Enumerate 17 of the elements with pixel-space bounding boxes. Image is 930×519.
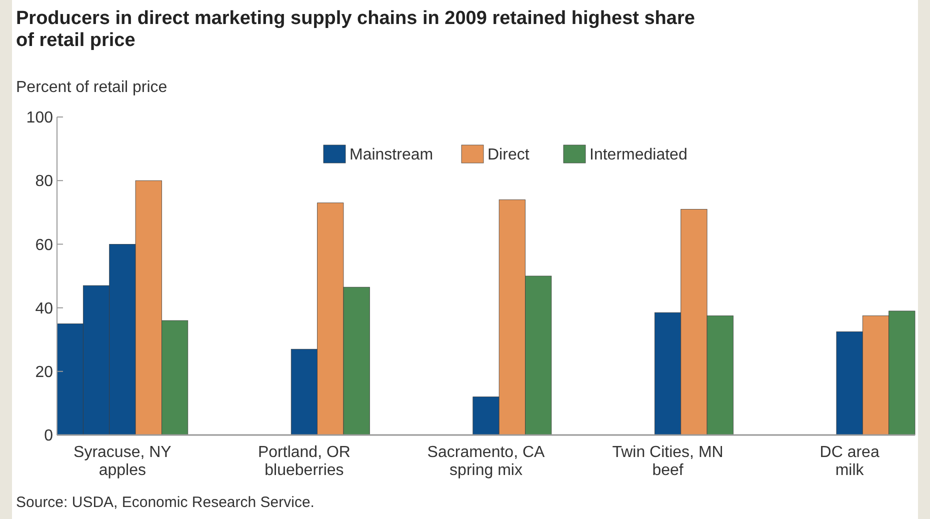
y-tick-label: 0 xyxy=(44,428,54,445)
x-tick-label: Twin Cities, MN beef xyxy=(612,444,724,479)
legend-label: Direct xyxy=(488,146,530,164)
y-axis-title: Percent of retail price xyxy=(16,79,168,96)
x-tick-label: Portland, OR blueberries xyxy=(258,444,350,479)
chart-title: Producers in direct marketing supply chains in 2009 retained highest share of retail price xyxy=(16,8,695,51)
y-tick-label: 20 xyxy=(35,364,54,381)
x-tick-label: Syracuse, NY apples xyxy=(74,444,172,479)
x-tick-label: Sacramento, CA spring mix xyxy=(427,444,546,479)
y-tick-label: 80 xyxy=(35,173,54,190)
legend-label: Mainstream xyxy=(350,146,434,164)
y-tick-label: 100 xyxy=(26,110,54,127)
legend-label: Intermediated xyxy=(590,146,688,164)
x-tick-label: DC area milk xyxy=(820,444,880,479)
y-tick-label: 40 xyxy=(35,300,54,318)
source-note: Source: USDA, Economic Research Service. xyxy=(16,494,314,511)
y-tick-label: 60 xyxy=(35,236,54,254)
